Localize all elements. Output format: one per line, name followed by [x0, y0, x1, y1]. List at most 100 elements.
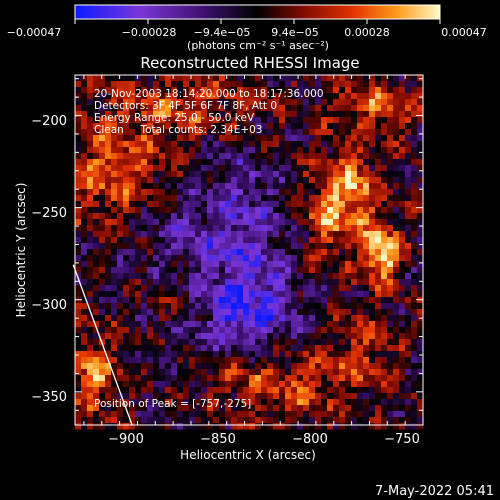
heatmap-cell: [237, 177, 244, 184]
heatmap-cell: [243, 279, 250, 286]
heatmap-cell: [411, 333, 418, 340]
heatmap-cell: [249, 213, 256, 220]
heatmap-cell: [279, 225, 286, 232]
heatmap-cell: [411, 267, 418, 274]
heatmap-cell: [303, 291, 310, 298]
heatmap-cell: [75, 219, 82, 226]
heatmap-cell: [153, 255, 160, 262]
heatmap-cell: [207, 417, 214, 424]
heatmap-cell: [393, 189, 400, 196]
heatmap-cell: [399, 153, 406, 160]
heatmap-cell: [171, 129, 178, 136]
heatmap-cell: [171, 75, 178, 82]
heatmap-cell: [309, 249, 316, 256]
heatmap-cell: [141, 405, 148, 412]
heatmap-cell: [231, 351, 238, 358]
heatmap-cell: [345, 81, 352, 88]
heatmap-cell: [375, 297, 382, 304]
heatmap-cell: [363, 321, 370, 328]
heatmap-cell: [129, 105, 136, 112]
heatmap-cell: [351, 75, 358, 82]
heatmap-cell: [135, 273, 142, 280]
heatmap-cell: [87, 243, 94, 250]
heatmap-cell: [303, 171, 310, 178]
heatmap-cell: [129, 117, 136, 124]
heatmap-cell: [285, 381, 292, 388]
heatmap-cell: [201, 411, 208, 418]
heatmap-cell: [183, 195, 190, 202]
heatmap-cell: [105, 141, 112, 148]
heatmap-cell: [339, 417, 346, 424]
heatmap-cell: [249, 177, 256, 184]
heatmap-cell: [207, 267, 214, 274]
heatmap-cell: [93, 291, 100, 298]
heatmap-cell: [171, 195, 178, 202]
heatmap-cell: [93, 135, 100, 142]
heatmap-cell: [357, 303, 364, 310]
heatmap-cell: [81, 81, 88, 88]
heatmap-cell: [333, 417, 340, 424]
heatmap-cell: [213, 255, 220, 262]
heatmap-cell: [225, 231, 232, 238]
heatmap-cell: [201, 87, 208, 94]
heatmap-cell: [81, 219, 88, 226]
heatmap-cell: [99, 135, 106, 142]
heatmap-cell: [267, 381, 274, 388]
heatmap-cell: [357, 135, 364, 142]
heatmap-cell: [123, 255, 130, 262]
heatmap-cell: [153, 333, 160, 340]
heatmap-cell: [285, 255, 292, 262]
heatmap-cell: [285, 231, 292, 238]
chart-title: Reconstructed RHESSI Image: [140, 54, 359, 72]
heatmap-cell: [153, 111, 160, 118]
heatmap-cell: [411, 321, 418, 328]
heatmap-cell: [393, 357, 400, 364]
heatmap-cell: [345, 279, 352, 286]
heatmap-cell: [141, 309, 148, 316]
heatmap-cell: [417, 81, 424, 88]
heatmap-cell: [123, 159, 130, 166]
heatmap-cell: [231, 171, 238, 178]
heatmap-cell: [117, 321, 124, 328]
heatmap-cell: [75, 261, 82, 268]
heatmap-cell: [189, 231, 196, 238]
heatmap-cell: [171, 87, 178, 94]
heatmap-cell: [141, 369, 148, 376]
heatmap-cell: [105, 261, 112, 268]
heatmap-cell: [213, 81, 220, 88]
heatmap-cell: [285, 363, 292, 370]
heatmap-cell: [333, 351, 340, 358]
heatmap-cell: [99, 141, 106, 148]
heatmap-cell: [375, 195, 382, 202]
heatmap-cell: [291, 243, 298, 250]
heatmap-cell: [333, 213, 340, 220]
heatmap-cell: [195, 213, 202, 220]
heatmap-cell: [357, 321, 364, 328]
heatmap-cell: [327, 111, 334, 118]
heatmap-cell: [255, 141, 262, 148]
heatmap-cell: [273, 315, 280, 322]
heatmap-cell: [357, 315, 364, 322]
heatmap-cell: [399, 213, 406, 220]
heatmap-cell: [255, 231, 262, 238]
heatmap-cell: [315, 117, 322, 124]
heatmap-cell: [339, 75, 346, 82]
heatmap-cell: [291, 159, 298, 166]
heatmap-cell: [255, 285, 262, 292]
heatmap-cell: [333, 237, 340, 244]
heatmap-cell: [321, 357, 328, 364]
heatmap-cell: [393, 399, 400, 406]
heatmap-cell: [249, 285, 256, 292]
heatmap-cell: [201, 387, 208, 394]
heatmap-cell: [237, 195, 244, 202]
heatmap-cell: [207, 399, 214, 406]
heatmap-cell: [321, 195, 328, 202]
heatmap-cell: [363, 327, 370, 334]
heatmap-cell: [177, 285, 184, 292]
heatmap-cell: [213, 417, 220, 424]
heatmap-cell: [255, 225, 262, 232]
heatmap-cell: [213, 153, 220, 160]
heatmap-cell: [207, 213, 214, 220]
plot-frame: [74, 74, 424, 426]
heatmap-cell: [357, 111, 364, 118]
